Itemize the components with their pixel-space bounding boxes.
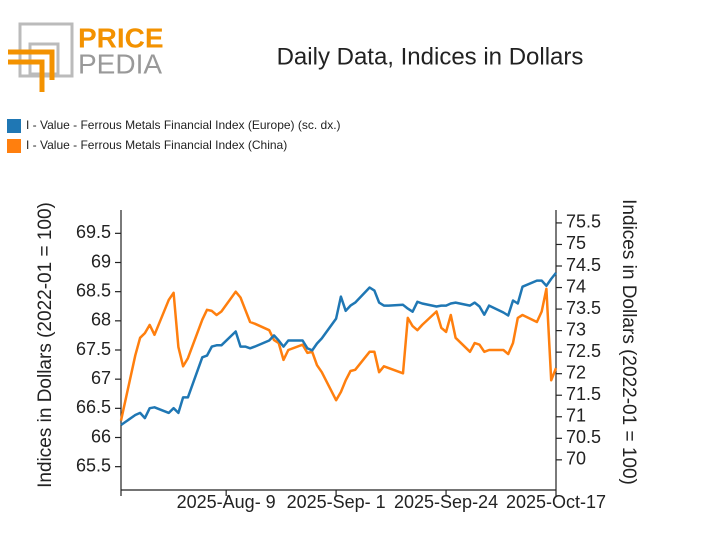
y-tick-label: 69 bbox=[91, 251, 111, 271]
y2-tick-label: 72 bbox=[566, 362, 586, 382]
y2-tick-label: 70.5 bbox=[566, 427, 601, 447]
y-tick-label: 66.5 bbox=[76, 397, 111, 417]
legend-swatch bbox=[7, 139, 21, 153]
y-axis-label: Indices in Dollars (2022-01 = 100) bbox=[35, 202, 56, 488]
y2-tick-label: 73.5 bbox=[566, 298, 601, 318]
y-tick-label: 68 bbox=[91, 310, 111, 330]
logo-text: PEDIA bbox=[78, 48, 162, 79]
y2-tick-label: 75.5 bbox=[566, 212, 601, 232]
y-tick-label: 67 bbox=[91, 368, 111, 388]
y2-tick-label: 74.5 bbox=[566, 255, 601, 275]
y-tick-label: 65.5 bbox=[76, 455, 111, 475]
y2-tick-label: 71.5 bbox=[566, 384, 601, 404]
x-tick-label: 2025-Oct-17 bbox=[506, 492, 606, 512]
chart-title: Daily Data, Indices in Dollars bbox=[277, 43, 584, 70]
legend-label: I - Value - Ferrous Metals Financial Ind… bbox=[26, 138, 287, 152]
x-tick-label: 2025-Sep- 1 bbox=[287, 492, 386, 512]
y2-tick-label: 71 bbox=[566, 406, 586, 426]
y2-tick-label: 74 bbox=[566, 276, 586, 296]
y2-tick-label: 75 bbox=[566, 233, 586, 253]
legend-label: I - Value - Ferrous Metals Financial Ind… bbox=[26, 118, 341, 132]
series-line bbox=[119, 287, 558, 421]
y2-tick-label: 70 bbox=[566, 449, 586, 469]
y-tick-label: 67.5 bbox=[76, 339, 111, 359]
y-tick-label: 66 bbox=[91, 426, 111, 446]
y-tick-label: 69.5 bbox=[76, 222, 111, 242]
y2-tick-label: 73 bbox=[566, 319, 586, 339]
series-line bbox=[120, 272, 557, 427]
y2-axis-label: Indices in Dollars (2022-01 = 100) bbox=[618, 199, 639, 485]
logo-text: PRICE bbox=[78, 22, 164, 53]
y-tick-label: 68.5 bbox=[76, 280, 111, 300]
x-tick-label: 2025-Aug- 9 bbox=[177, 492, 276, 512]
x-tick-label: 2025-Sep-24 bbox=[394, 492, 498, 512]
logo-bracket bbox=[8, 49, 55, 92]
legend-swatch bbox=[7, 119, 21, 133]
y2-tick-label: 72.5 bbox=[566, 341, 601, 361]
logo: PRICE PEDIA bbox=[8, 22, 164, 92]
